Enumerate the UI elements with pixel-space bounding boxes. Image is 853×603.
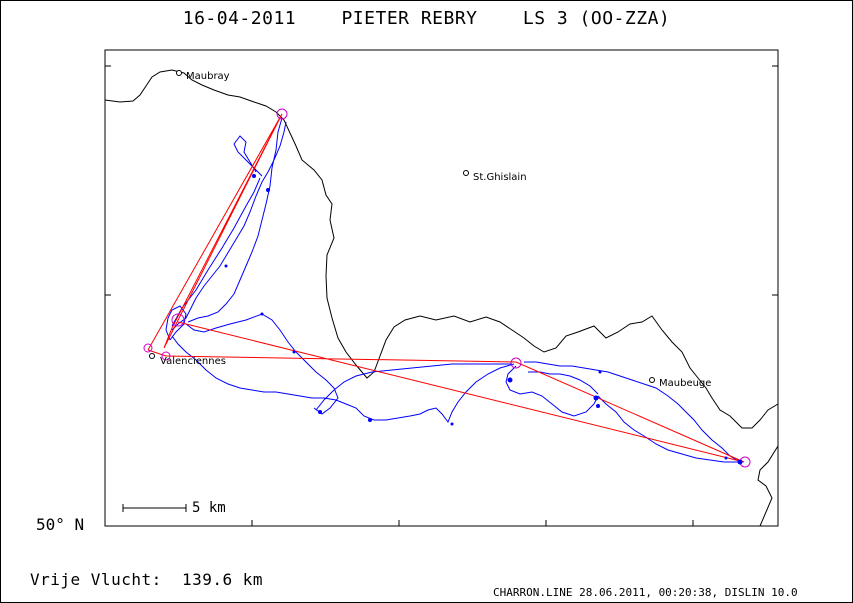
scale-bar (122, 504, 187, 512)
free-flight-distance: Vrije Vlucht: 139.6 km (30, 570, 264, 589)
national-border (104, 69, 779, 429)
task-leg (147, 321, 745, 463)
thermal-markers (224, 174, 743, 465)
town-label-maubeuge: Maubeuge (659, 378, 712, 389)
turnpoint-marker (143, 343, 153, 353)
town-markers (149, 70, 655, 383)
axis-ticks (105, 65, 778, 526)
turnpoint-marker (510, 357, 522, 369)
town-marker-maubeuge (649, 377, 655, 383)
map-frame (104, 49, 779, 527)
latitude-label: 50° N (36, 515, 85, 534)
gps-track (165, 117, 741, 463)
town-label-maubray: Maubray (186, 71, 230, 82)
town-marker-st-ghislain (463, 170, 469, 176)
scale-label: 5 km (192, 500, 226, 516)
task-leg (147, 113, 283, 351)
turnpoints (143, 108, 751, 468)
turnpoint-marker (276, 108, 288, 120)
turnpoint-marker (171, 313, 185, 327)
town-marker-valenciennes (149, 353, 155, 359)
town-label-st-ghislain: St.Ghislain (473, 172, 527, 183)
town-marker-maubray (176, 70, 182, 76)
national-border-lower (757, 445, 779, 527)
town-label-valenciennes: Valenciennes (160, 356, 226, 367)
flight-title: 16-04-2011 PIETER REBRY LS 3 (OO-ZZA) (182, 8, 671, 29)
task-lines (147, 113, 745, 463)
turnpoint-marker (161, 351, 171, 361)
footer-info: CHARRON.LINE 28.06.2011, 00:20:38, DISLI… (493, 586, 798, 599)
